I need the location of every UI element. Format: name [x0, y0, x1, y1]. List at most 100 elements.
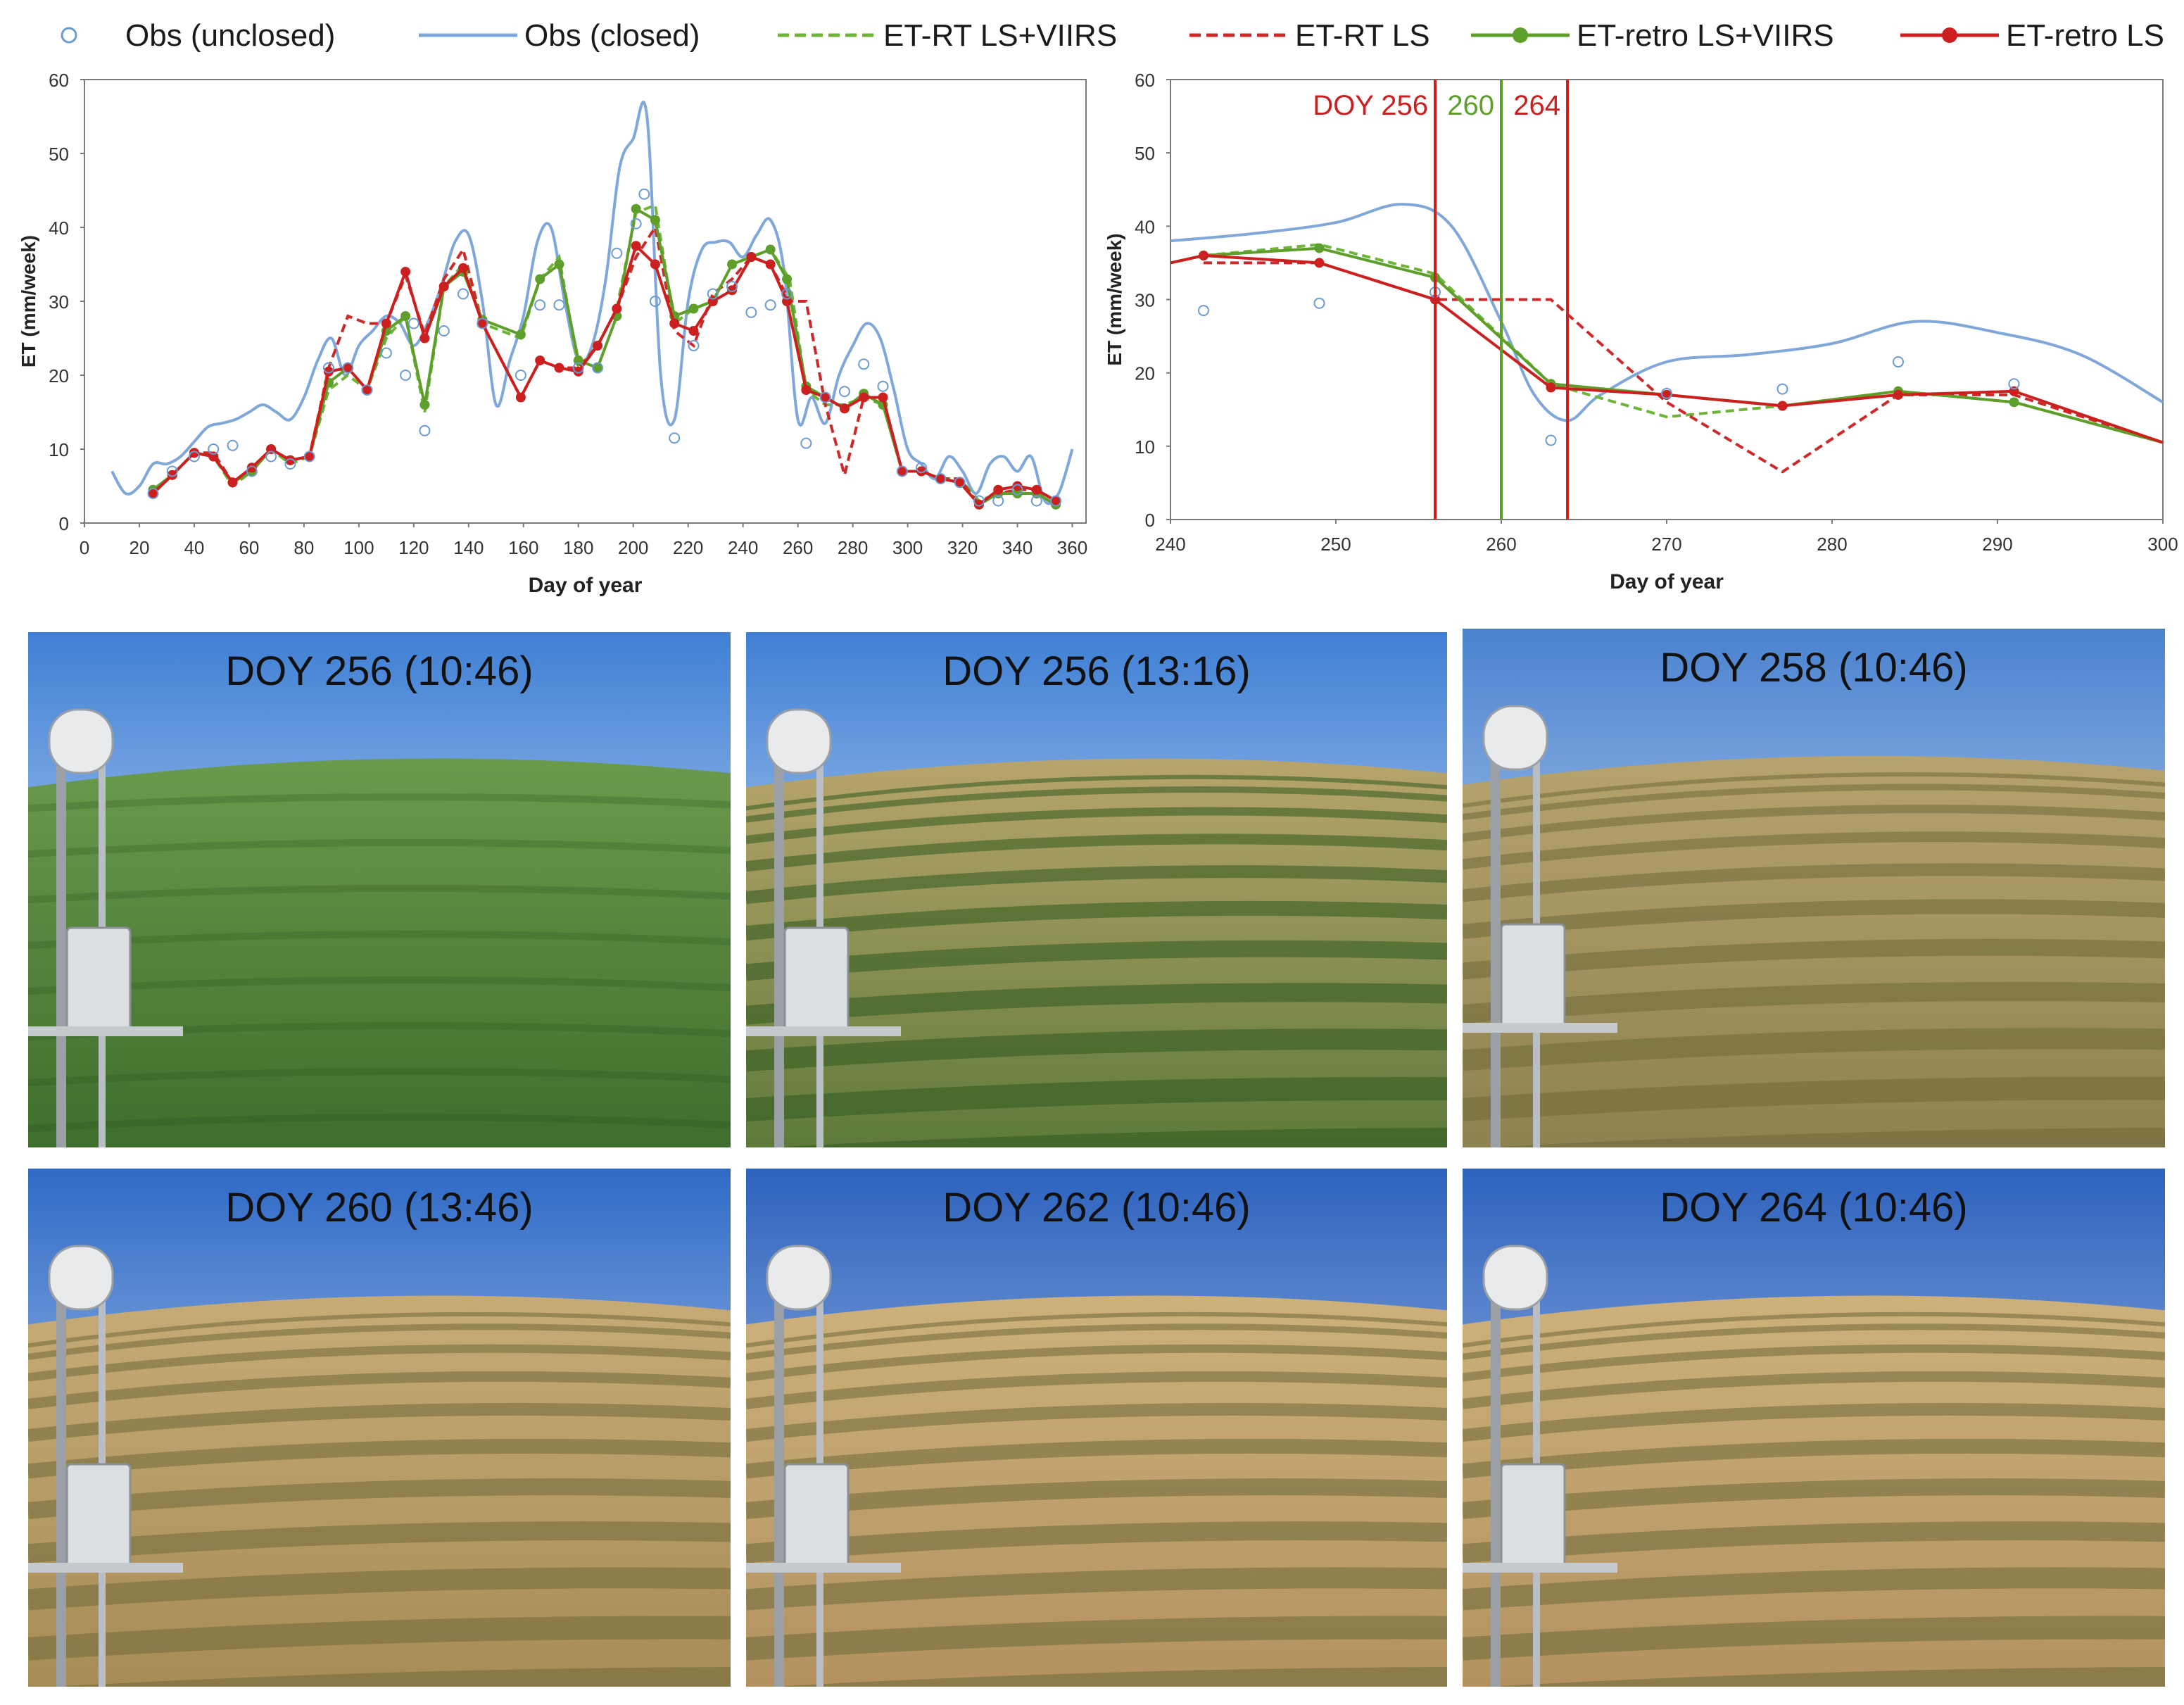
x-tick-label: 0: [80, 537, 89, 558]
y-tick-label: 30: [49, 291, 69, 313]
legend-marker-dot: [1513, 27, 1528, 43]
series-point-obs-unclosed: [380, 347, 392, 359]
series-point-et-retro-ls: [285, 455, 296, 465]
crop-row: [1463, 899, 2165, 939]
crop-row: [28, 1371, 731, 1409]
series-point-obs-unclosed: [592, 362, 604, 374]
series-line-obs-closed: [1170, 203, 2163, 422]
series-point-obs-unclosed: [935, 473, 947, 484]
series-point-et-retro-ls: [148, 489, 158, 498]
crop-row: [746, 865, 1447, 905]
field-scene: [28, 632, 731, 1147]
series-point-et-retro-ls-viirs: [2009, 397, 2019, 408]
photo-label: DOY 256 (10:46): [225, 648, 534, 694]
x-tick-label: 100: [343, 537, 374, 558]
series-point-obs-unclosed: [534, 299, 546, 311]
series-point-obs-unclosed: [1011, 484, 1023, 496]
series-point-obs-unclosed: [838, 386, 850, 398]
series-point-obs-unclosed: [188, 451, 200, 463]
plot-area: [84, 79, 1087, 524]
y-tick-label: 40: [49, 218, 69, 239]
series-point-obs-unclosed: [303, 451, 315, 463]
series-point-et-retro-ls: [612, 303, 622, 314]
series-point-obs-unclosed: [265, 451, 277, 463]
sensor-tower: [746, 1245, 901, 1687]
crop-row: [746, 1344, 1447, 1382]
series-point-et-retro-ls: [400, 267, 411, 277]
field: [28, 758, 731, 1147]
tower-pole: [774, 1295, 784, 1687]
series-point-obs-unclosed: [1776, 383, 1788, 395]
field-photo-6: DOY 264 (10:46): [1463, 1169, 2165, 1687]
tower-arm: [1463, 1563, 1617, 1573]
sensor-box: [1500, 1463, 1566, 1571]
x-tick-label: 270: [1651, 534, 1681, 555]
series-point-obs-unclosed: [438, 325, 450, 336]
series-point-et-retro-ls: [515, 392, 526, 403]
legend-item-obs-unclosed: Obs (unclosed): [61, 18, 335, 53]
series-point-obs-unclosed: [342, 362, 354, 374]
plot-area: [1170, 79, 2164, 520]
crop-row: [746, 1076, 1447, 1122]
crop-row: [28, 1323, 731, 1360]
crop-row: [1463, 1371, 2165, 1409]
series-point-et-retro-ls-viirs: [688, 303, 699, 314]
vline-label-264: 264: [1513, 90, 1560, 121]
series-point-obs-unclosed: [361, 384, 373, 396]
y-tick-label: 50: [49, 144, 69, 165]
series-point-obs-unclosed: [147, 488, 159, 499]
series-point-obs-unclosed: [973, 495, 985, 507]
crop-row: [1463, 1323, 2165, 1360]
sensor-box: [1500, 923, 1566, 1031]
series-point-et-retro-ls: [1314, 258, 1325, 268]
chart-et-full-year: 0 10 20 30 40 50 60 0 20 40 60 80 100 120 140 160 180 200…: [18, 70, 1087, 597]
legend-label: Obs (closed): [524, 18, 700, 53]
series-point-et-retro-ls: [631, 241, 641, 251]
series-point-et-retro-ls-viirs: [782, 274, 793, 284]
sensor-tower: [1463, 1245, 1617, 1687]
x-tick-label: 300: [2147, 534, 2178, 555]
y-tick-label: 10: [1135, 436, 1155, 458]
series-point-et-retro-ls: [1051, 496, 1061, 506]
series-point-obs-unclosed: [1050, 495, 1062, 507]
crop-row: [1463, 772, 2165, 808]
series-point-et-retro-ls: [362, 385, 372, 395]
series-point-et-retro-ls: [897, 466, 907, 477]
photo-label: DOY 256 (13:16): [942, 648, 1251, 694]
sensor-box: [65, 926, 132, 1035]
crop-row: [28, 1402, 731, 1442]
crop-row: [746, 1616, 1447, 1661]
y-tick-label: 60: [49, 70, 69, 91]
x-tick-label: 300: [892, 537, 923, 558]
series-point-obs-unclosed: [166, 465, 178, 477]
sensor-tower: [28, 1245, 183, 1687]
series-point-et-retro-ls: [189, 448, 199, 458]
series-line-et-rt-ls-viirs: [1203, 243, 2163, 444]
x-tick-label: 120: [398, 537, 429, 558]
series-point-obs-unclosed: [896, 465, 908, 477]
x-tick-label: 180: [563, 537, 593, 558]
x-tick-label: 360: [1057, 537, 1087, 558]
y-tick-label: 30: [1135, 290, 1155, 311]
x-axis-label: Day of year: [1610, 570, 1724, 593]
series-point-obs-unclosed: [322, 362, 334, 374]
legend-item-et-retro-ls: ET-retro LS: [1900, 18, 2164, 53]
series-point-et-retro-ls: [419, 333, 430, 344]
series-point-et-retro-ls-viirs: [765, 244, 776, 255]
sensor-box: [65, 1463, 132, 1571]
crop-row: [1463, 1438, 2165, 1479]
x-tick-label: 220: [673, 537, 703, 558]
series-point-obs-unclosed: [227, 439, 239, 451]
series-point-obs-unclosed: [669, 432, 681, 444]
sensor-dome: [766, 708, 832, 774]
series-point-obs-unclosed: [457, 288, 469, 300]
crop-row: [746, 1567, 1447, 1611]
tower-pole: [56, 759, 66, 1147]
series-point-et-retro-ls: [304, 451, 315, 462]
series-point-obs-unclosed: [1198, 305, 1209, 317]
legend-item-et-retro-ls-viirs: ET-retro LS+VIIRS: [1471, 18, 1834, 53]
legend-item-et-rt-ls-viirs: ET-RT LS+VIIRS: [778, 18, 1117, 53]
vline-label-256: DOY 256: [1313, 90, 1428, 121]
y-tick-label: 0: [1145, 510, 1155, 531]
